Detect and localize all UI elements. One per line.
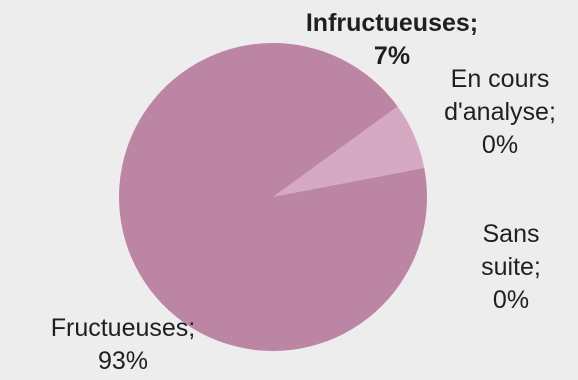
label-en-cours-d-analyse: En cours d'analyse; 0% [444,65,556,159]
label-fructueuses: Fructueuses; 93% [51,314,196,375]
label-line: d'analyse; [444,98,556,126]
label-line: 0% [482,131,518,159]
label-line: Sans [483,220,540,248]
label-sans-suite: Sans suite; 0% [481,220,541,314]
data-labels: Infructueuses; 7%En cours d'analyse; 0%Sans… [51,9,556,375]
slice-infructueuses [273,106,425,197]
label-infructueuses: Infructueuses; 7% [306,9,478,70]
label-line: Fructueuses; [51,314,196,342]
pie-slices [118,42,427,351]
slice-fructueuses [118,42,427,351]
label-line: 7% [374,42,410,70]
label-line: Infructueuses; [306,9,478,37]
label-line: 93% [98,347,148,375]
label-line: 0% [493,286,529,314]
label-line: suite; [481,253,541,281]
label-line: En cours [451,65,550,93]
